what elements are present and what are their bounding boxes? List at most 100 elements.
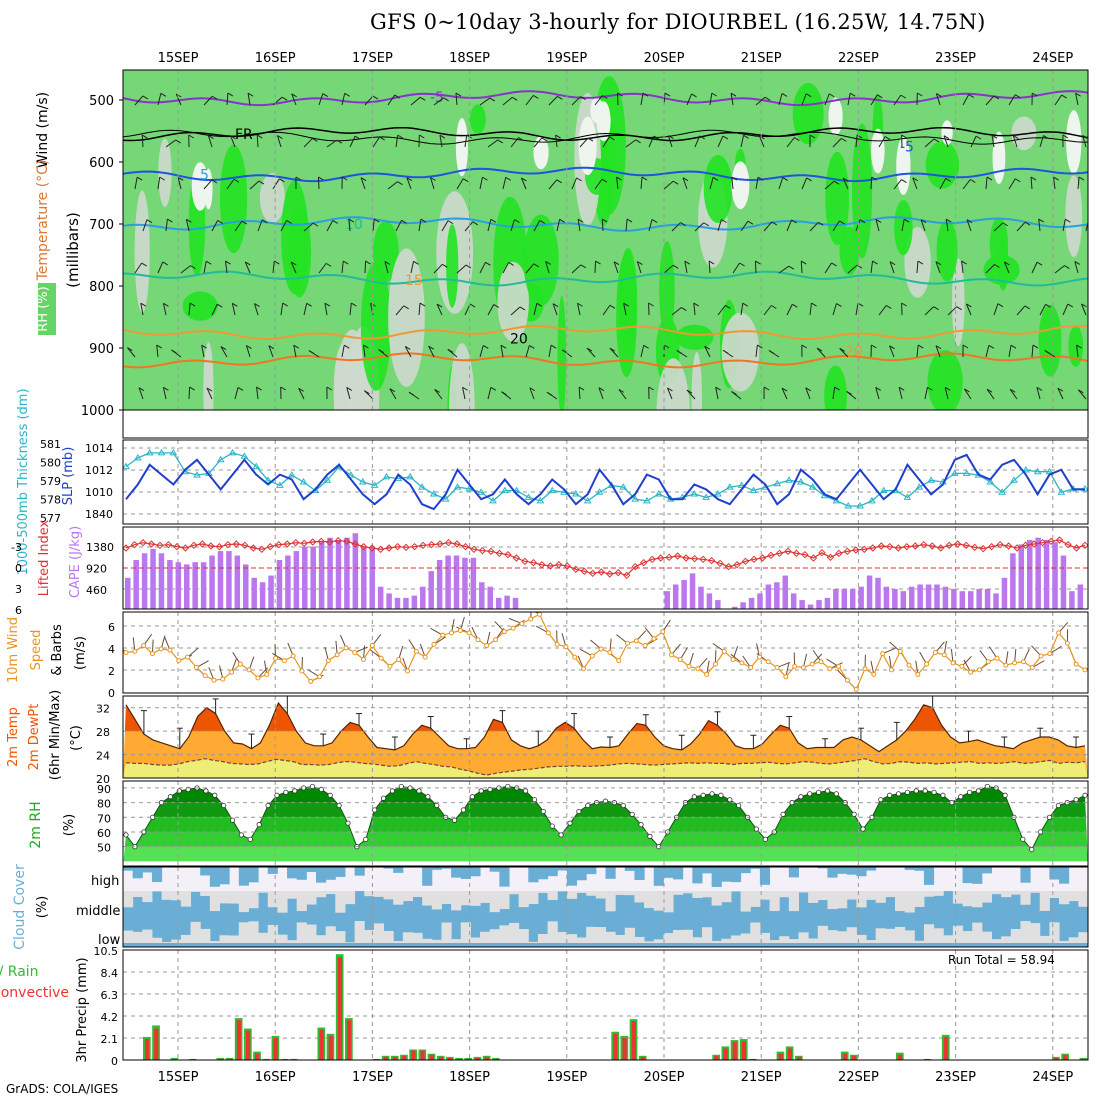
wind-barb-flag bbox=[1078, 176, 1085, 181]
wind-barb-flag bbox=[927, 386, 933, 391]
lifted-index-point bbox=[1064, 540, 1072, 549]
rh-point bbox=[327, 792, 333, 798]
wind-speed-point bbox=[202, 673, 208, 679]
lifted-index-point bbox=[1081, 541, 1088, 550]
wind-barb-flag bbox=[651, 218, 658, 223]
wind-barb-flag bbox=[946, 218, 952, 223]
wind-barb-flag bbox=[889, 261, 896, 266]
wind-speed-point bbox=[730, 656, 736, 662]
wind-barb bbox=[180, 265, 191, 274]
wind-barb-flag bbox=[442, 263, 448, 268]
wind-barb bbox=[898, 387, 903, 400]
wind-barb-flag bbox=[768, 350, 775, 354]
cloud-high-bar bbox=[123, 867, 134, 871]
wind-barb-flag bbox=[365, 260, 371, 265]
thickness-point bbox=[619, 483, 628, 490]
day-tick-top: 24SEP bbox=[1032, 51, 1073, 66]
cloud-mid-gap bbox=[412, 891, 423, 897]
precip-convective-bar bbox=[383, 1056, 388, 1060]
rh-point bbox=[958, 794, 964, 800]
wind-barb-flag bbox=[217, 219, 223, 224]
wind-barb bbox=[786, 304, 793, 316]
wind-barb bbox=[945, 219, 949, 232]
lifted-index-point bbox=[775, 549, 784, 558]
wind-barb-flag bbox=[1010, 344, 1017, 349]
rh-point bbox=[380, 795, 387, 801]
wind-barb bbox=[594, 178, 603, 190]
lifted-index-point bbox=[911, 542, 919, 550]
cloud-low-gap bbox=[277, 934, 288, 943]
cloud-mid-gap bbox=[962, 891, 973, 907]
cape-bar bbox=[731, 606, 738, 609]
wind-barb bbox=[684, 261, 688, 274]
wind-barb bbox=[1003, 261, 1010, 274]
cloud-mid-gap bbox=[316, 891, 327, 898]
wind-speed-point bbox=[1029, 665, 1035, 671]
wind-barb bbox=[667, 387, 673, 400]
wind-barb-flag bbox=[1089, 219, 1094, 222]
wind-barb bbox=[1008, 178, 1016, 190]
wind-barb bbox=[763, 221, 773, 232]
cloud-mid-gap bbox=[499, 891, 510, 910]
cape-bar bbox=[150, 548, 156, 609]
cloud-high-bar bbox=[624, 867, 635, 871]
cloud-low-gap bbox=[306, 924, 317, 943]
wind-barb-flag bbox=[175, 93, 182, 98]
wind-barb-flag bbox=[397, 181, 403, 186]
cape-bar bbox=[209, 555, 215, 609]
slp-tick: 1840 bbox=[85, 508, 113, 521]
rh-point bbox=[229, 817, 236, 823]
precip-convective-bar bbox=[227, 1058, 232, 1060]
cloud-mid-gap bbox=[344, 891, 356, 905]
wind-barb-flag bbox=[312, 137, 318, 142]
wind-barb-flag bbox=[641, 176, 648, 181]
wind-barb bbox=[418, 219, 422, 232]
wind-barb-flag bbox=[708, 260, 715, 265]
wind-speed-point bbox=[501, 629, 507, 635]
cloud-mid-gap bbox=[1010, 891, 1021, 895]
day-tick-bottom: 17SEP bbox=[352, 1070, 393, 1085]
wind-barb-flag bbox=[1013, 135, 1019, 140]
wind-barb-flag bbox=[290, 261, 297, 266]
wind-barb-flag bbox=[576, 177, 582, 182]
cloud-high-bar bbox=[238, 867, 249, 886]
cape-bar bbox=[420, 586, 426, 609]
wind-barb-flag bbox=[676, 350, 683, 355]
wind-speed-point bbox=[968, 669, 974, 675]
wind-barb-flag bbox=[1061, 94, 1067, 99]
lifted-index-point bbox=[1055, 536, 1064, 544]
axis-label: CAPE (J/kg) bbox=[68, 526, 83, 598]
wind-barb bbox=[686, 93, 693, 106]
wind-barb-flag bbox=[743, 134, 749, 139]
thickness-point bbox=[133, 454, 142, 461]
day-tick-bottom: 21SEP bbox=[741, 1070, 782, 1085]
rh-point bbox=[318, 786, 324, 793]
thickness-point bbox=[145, 448, 154, 456]
wind-speed-point bbox=[589, 653, 595, 659]
cape-bar bbox=[184, 564, 190, 609]
wind-barb-flag bbox=[966, 219, 973, 224]
cloud-high-bar bbox=[547, 867, 558, 877]
cloud-high-bar bbox=[605, 867, 616, 879]
cape-bar bbox=[259, 582, 266, 609]
wind-barb bbox=[272, 178, 280, 190]
thickness-point bbox=[725, 483, 734, 490]
wind-barb bbox=[188, 303, 191, 316]
cloud-mid-gap bbox=[422, 891, 433, 906]
wind-speed-point bbox=[985, 659, 991, 665]
rh-very-dry-patch bbox=[896, 136, 911, 195]
thickness-point bbox=[123, 462, 130, 470]
cape-bar bbox=[462, 557, 468, 609]
cape-bar bbox=[1026, 539, 1033, 609]
wind-barb bbox=[1008, 345, 1012, 358]
wind-speed-point bbox=[932, 650, 938, 655]
wind-barb-flag bbox=[966, 303, 972, 308]
wind-barb bbox=[201, 345, 205, 358]
cloud-row-label: middle bbox=[76, 904, 120, 919]
wind-barb bbox=[244, 261, 251, 274]
wind-barb-flag bbox=[394, 94, 400, 99]
cape-bar bbox=[293, 551, 300, 609]
cloud-low-gap bbox=[730, 935, 742, 943]
cloud-mid-gap bbox=[460, 891, 471, 906]
wind-speed-point bbox=[1073, 661, 1079, 667]
